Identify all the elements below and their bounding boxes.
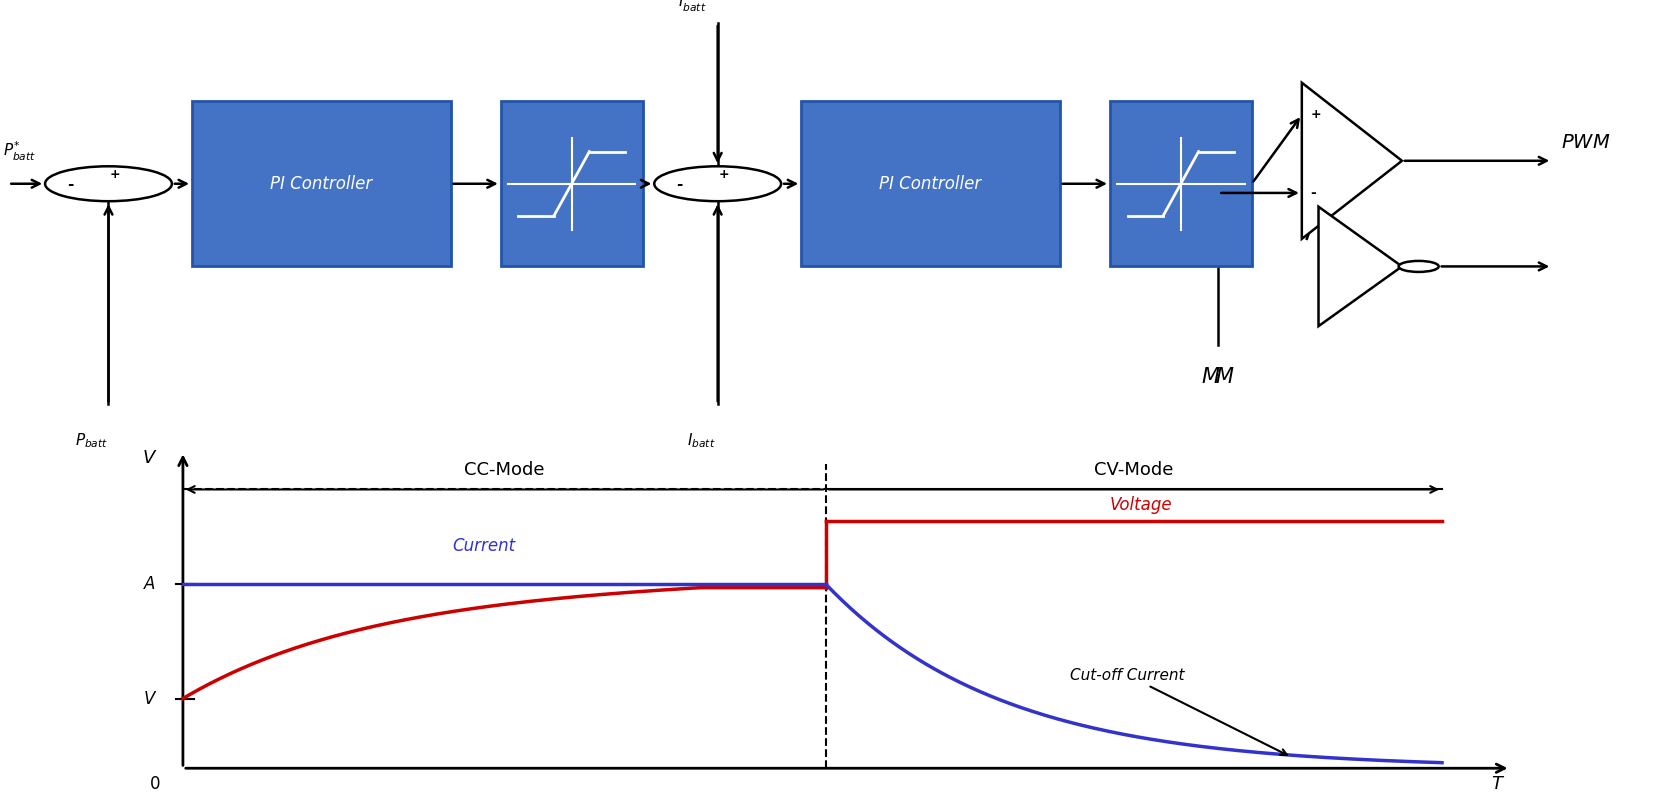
Text: Voltage: Voltage — [1110, 497, 1172, 514]
FancyBboxPatch shape — [192, 101, 451, 266]
Text: V: V — [144, 690, 155, 707]
Text: +: + — [110, 168, 120, 181]
Text: +: + — [1310, 109, 1320, 121]
Text: CV-Mode: CV-Mode — [1095, 462, 1173, 479]
FancyBboxPatch shape — [1110, 101, 1252, 266]
Text: PI Controller: PI Controller — [880, 175, 981, 192]
Circle shape — [654, 166, 781, 201]
Text: $\mathit{M}\!\mathit{M}$: $\mathit{M}\!\mathit{M}$ — [1202, 367, 1235, 386]
Text: +: + — [719, 168, 729, 181]
Text: -: - — [1310, 186, 1315, 200]
Text: -: - — [676, 177, 683, 192]
Text: $I_{batt}^{*}$: $I_{batt}^{*}$ — [678, 0, 708, 13]
Text: CC-Mode: CC-Mode — [464, 462, 544, 479]
Polygon shape — [1319, 207, 1402, 326]
Text: Cut-off Current: Cut-off Current — [1070, 668, 1287, 755]
Circle shape — [1399, 261, 1439, 272]
Text: $P_{batt}^{*}$: $P_{batt}^{*}$ — [3, 140, 37, 163]
FancyBboxPatch shape — [801, 101, 1060, 266]
Text: V: V — [142, 449, 155, 466]
Text: A: A — [144, 576, 155, 593]
Text: -: - — [67, 177, 73, 192]
Text: 0: 0 — [150, 775, 160, 792]
Text: $P_{batt}$: $P_{batt}$ — [75, 432, 108, 451]
Polygon shape — [1302, 82, 1402, 239]
Text: $PWM$: $PWM$ — [1561, 133, 1611, 152]
Text: PI Controller: PI Controller — [270, 175, 372, 192]
FancyBboxPatch shape — [501, 101, 643, 266]
Text: Current: Current — [452, 538, 516, 555]
Text: T: T — [1492, 775, 1502, 792]
Text: $I_{batt}$: $I_{batt}$ — [686, 432, 716, 451]
Circle shape — [45, 166, 172, 201]
